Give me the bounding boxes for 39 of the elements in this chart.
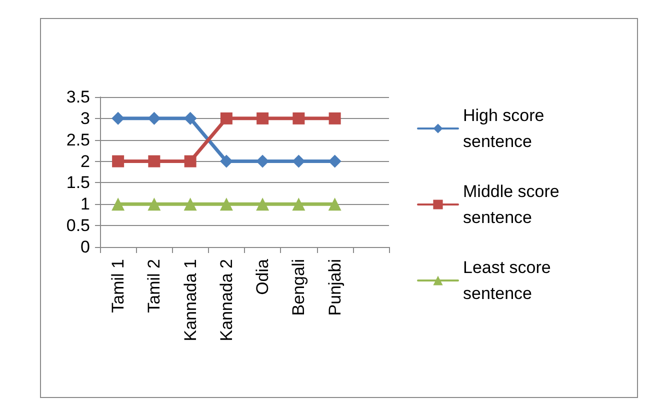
x-tick-label: Kannada 2 — [216, 259, 236, 342]
x-tick-label: Tamil 1 — [108, 259, 128, 313]
point — [256, 112, 269, 124]
y-tick-label: 0.5 — [66, 216, 90, 236]
point — [148, 112, 161, 125]
point — [256, 198, 270, 211]
legend-label: High score sentence — [463, 106, 549, 151]
y-tick-label: 0 — [80, 238, 90, 256]
legend-label: Middle score sentence — [463, 182, 564, 227]
point — [184, 112, 197, 125]
point — [328, 154, 342, 168]
y-tick-label: 2 — [80, 152, 90, 171]
x-tick-label: Odia — [253, 258, 272, 295]
x-tick-label: Punjabi — [325, 259, 344, 316]
x-tick-label: Bengali — [289, 259, 308, 316]
legend-label: Least score sentence — [463, 258, 556, 303]
y-tick-label: 3.5 — [66, 88, 90, 106]
point — [220, 198, 233, 211]
y-tick-label: 2.5 — [66, 130, 90, 150]
x-tick-label: Kannada 1 — [180, 259, 200, 342]
point — [328, 198, 342, 211]
point — [292, 112, 305, 124]
point — [256, 154, 270, 168]
y-tick-label: 3 — [80, 108, 90, 128]
x-tick-label: Tamil 2 — [144, 259, 164, 313]
point — [220, 112, 232, 124]
point — [292, 154, 306, 168]
point — [184, 198, 197, 211]
point — [148, 198, 161, 211]
point — [292, 198, 306, 211]
y-tick-label: 1 — [80, 194, 90, 214]
point — [112, 198, 125, 211]
point — [112, 112, 125, 125]
point — [220, 154, 233, 168]
point — [184, 155, 196, 168]
point — [148, 155, 160, 168]
y-tick-label: 1.5 — [66, 173, 90, 192]
point — [328, 112, 341, 124]
point — [112, 155, 124, 168]
